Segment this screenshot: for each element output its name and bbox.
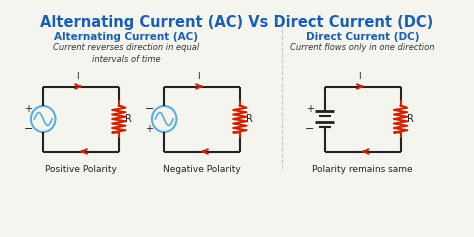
Text: I: I (358, 72, 360, 81)
Text: Current flows only in one direction: Current flows only in one direction (291, 43, 435, 52)
Text: Polarity remains same: Polarity remains same (312, 165, 413, 174)
Text: I: I (197, 72, 200, 81)
Text: +: + (145, 124, 153, 134)
Text: −: − (305, 124, 314, 134)
Text: Alternating Current (AC): Alternating Current (AC) (55, 32, 199, 42)
Text: I: I (76, 72, 79, 81)
Text: −: − (23, 124, 33, 134)
Text: Positive Polarity: Positive Polarity (45, 165, 117, 174)
Text: −: − (145, 104, 154, 114)
Text: R: R (125, 114, 132, 124)
Text: Alternating Current (AC) Vs Direct Current (DC): Alternating Current (AC) Vs Direct Curre… (40, 15, 434, 30)
Text: Negative Polarity: Negative Polarity (163, 165, 241, 174)
Text: R: R (246, 114, 253, 124)
Text: Direct Current (DC): Direct Current (DC) (306, 32, 419, 42)
Text: R: R (407, 114, 413, 124)
Text: +: + (306, 104, 314, 114)
Text: Current reverses direction in equal
intervals of time: Current reverses direction in equal inte… (53, 43, 200, 64)
Text: +: + (24, 104, 32, 114)
